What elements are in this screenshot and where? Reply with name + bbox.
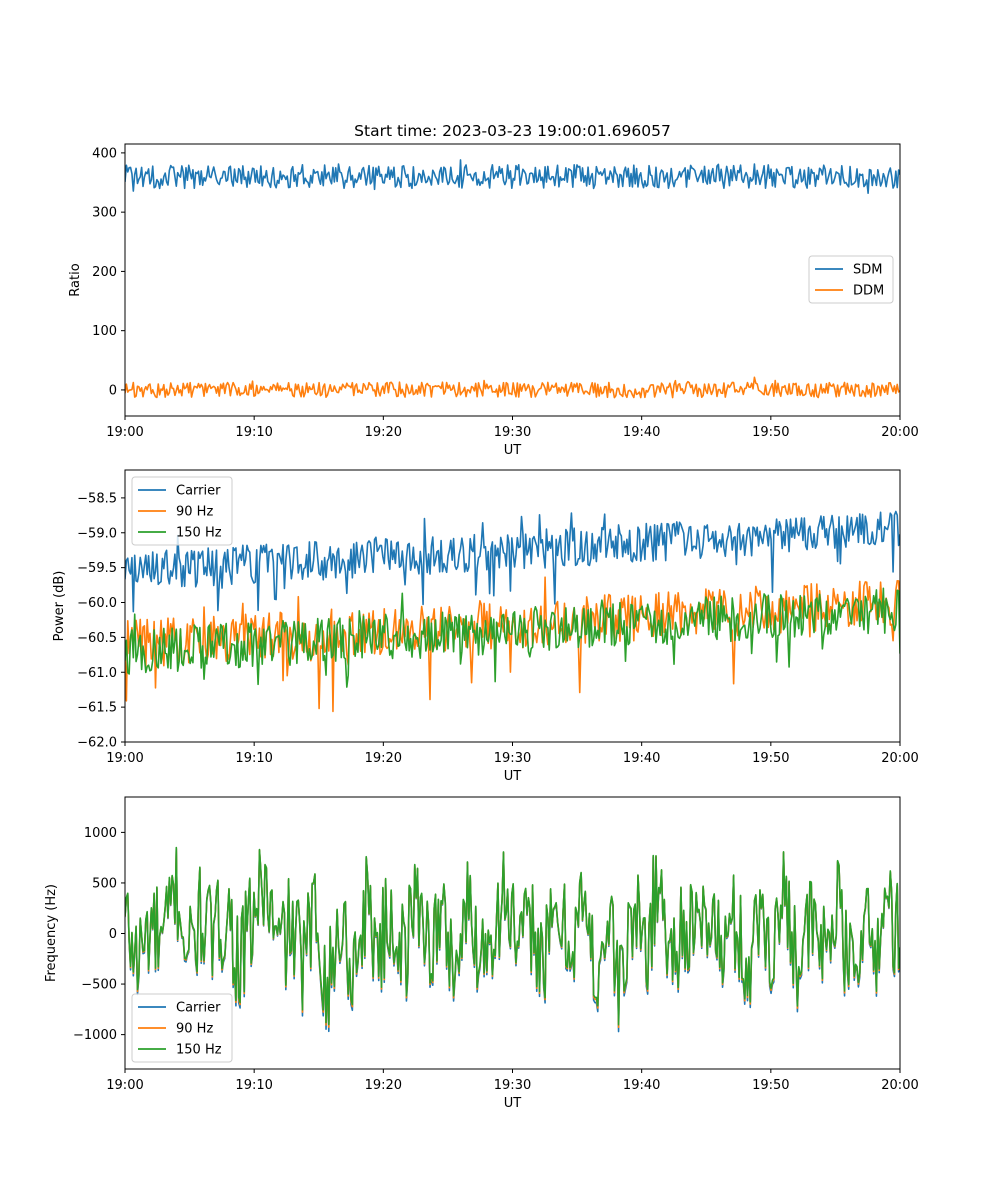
y-tick-label: 100 [92,324,117,339]
legend-label-90-hz: 90 Hz [176,505,213,520]
x-tick-label: 19:30 [494,1078,531,1093]
x-tick-label: 19:50 [752,751,789,766]
series-line-150-hz [125,846,900,1026]
x-tick-label: 20:00 [881,425,918,440]
legend-label-150-hz: 150 Hz [176,1043,222,1058]
y-tick-label: −500 [81,978,117,993]
legend: Carrier 90 Hz 150 Hz [131,476,233,546]
legend-frame [131,993,233,1063]
legend-label-carrier: Carrier [176,1001,221,1016]
legend-frame [808,255,894,304]
x-tick-label: 19:30 [494,751,531,766]
x-tick-label: 19:00 [106,1078,143,1093]
x-tick-label: 19:30 [494,425,531,440]
x-tick-label: 19:10 [235,425,272,440]
y-axis-label: Power (dB) [52,571,67,642]
legend-frame [131,476,233,546]
x-tick-label: 20:00 [881,751,918,766]
x-tick-label: 19:50 [752,425,789,440]
y-tick-label: 1000 [84,826,117,841]
y-tick-label: −59.0 [77,526,117,541]
y-tick-label: −60.0 [77,596,117,611]
x-tick-label: 19:20 [365,425,402,440]
y-tick-label: −58.5 [77,491,117,506]
panel-1: 19:00 19:10 19:20 19:30 19:40 19:50 20:00 0 100 2… [68,122,919,458]
y-tick-label: −60.5 [77,631,117,646]
y-tick-label: −1000 [73,1028,117,1043]
legend-label-sdm: SDM [853,263,882,278]
y-tick-label: −61.0 [77,666,117,681]
legend-label-ddm: DDM [853,284,884,299]
x-tick-label: 19:10 [235,1078,272,1093]
y-tick-label: 500 [92,876,117,891]
series-line-carrier [125,510,900,613]
y-tick-label: 0 [109,383,117,398]
x-tick-label: 19:00 [106,751,143,766]
panel-2: 19:00 19:10 19:20 19:30 19:40 19:50 20:00 −62.0… [52,469,919,784]
y-tick-label: 0 [109,927,117,942]
x-axis-label: UT [504,1096,522,1111]
series-line-ddm [125,376,900,399]
chart-title: Start time: 2023-03-23 19:00:01.696057 [354,122,671,140]
legend: SDM DDM [808,255,894,304]
y-axis-label: Ratio [68,263,83,296]
x-tick-label: 20:00 [881,1078,918,1093]
x-axis-label: UT [504,443,522,458]
x-tick-label: 19:00 [106,425,143,440]
x-tick-label: 19:20 [365,1078,402,1093]
x-axis-label: UT [504,769,522,784]
x-tick-label: 19:40 [623,1078,660,1093]
x-tick-label: 19:50 [752,1078,789,1093]
x-tick-label: 19:40 [623,751,660,766]
series-line-sdm [125,159,900,195]
x-tick-label: 19:40 [623,425,660,440]
y-tick-label: −61.5 [77,701,117,716]
y-tick-label: −59.5 [77,561,117,576]
x-tick-label: 19:20 [365,751,402,766]
legend-label-150-hz: 150 Hz [176,526,222,541]
y-tick-label: −62.0 [77,736,117,751]
series-line-150-hz [125,587,900,688]
panel-3: 19:00 19:10 19:20 19:30 19:40 19:50 20:00 −1000… [44,796,919,1111]
legend-label-90-hz: 90 Hz [176,1022,213,1037]
y-tick-label: 300 [92,206,117,221]
legend-label-carrier: Carrier [176,484,221,499]
legend: Carrier 90 Hz 150 Hz [131,993,233,1063]
y-axis-label: Frequency (Hz) [44,884,59,982]
x-tick-label: 19:10 [235,751,272,766]
y-tick-label: 200 [92,265,117,280]
y-tick-label: 400 [92,146,117,161]
